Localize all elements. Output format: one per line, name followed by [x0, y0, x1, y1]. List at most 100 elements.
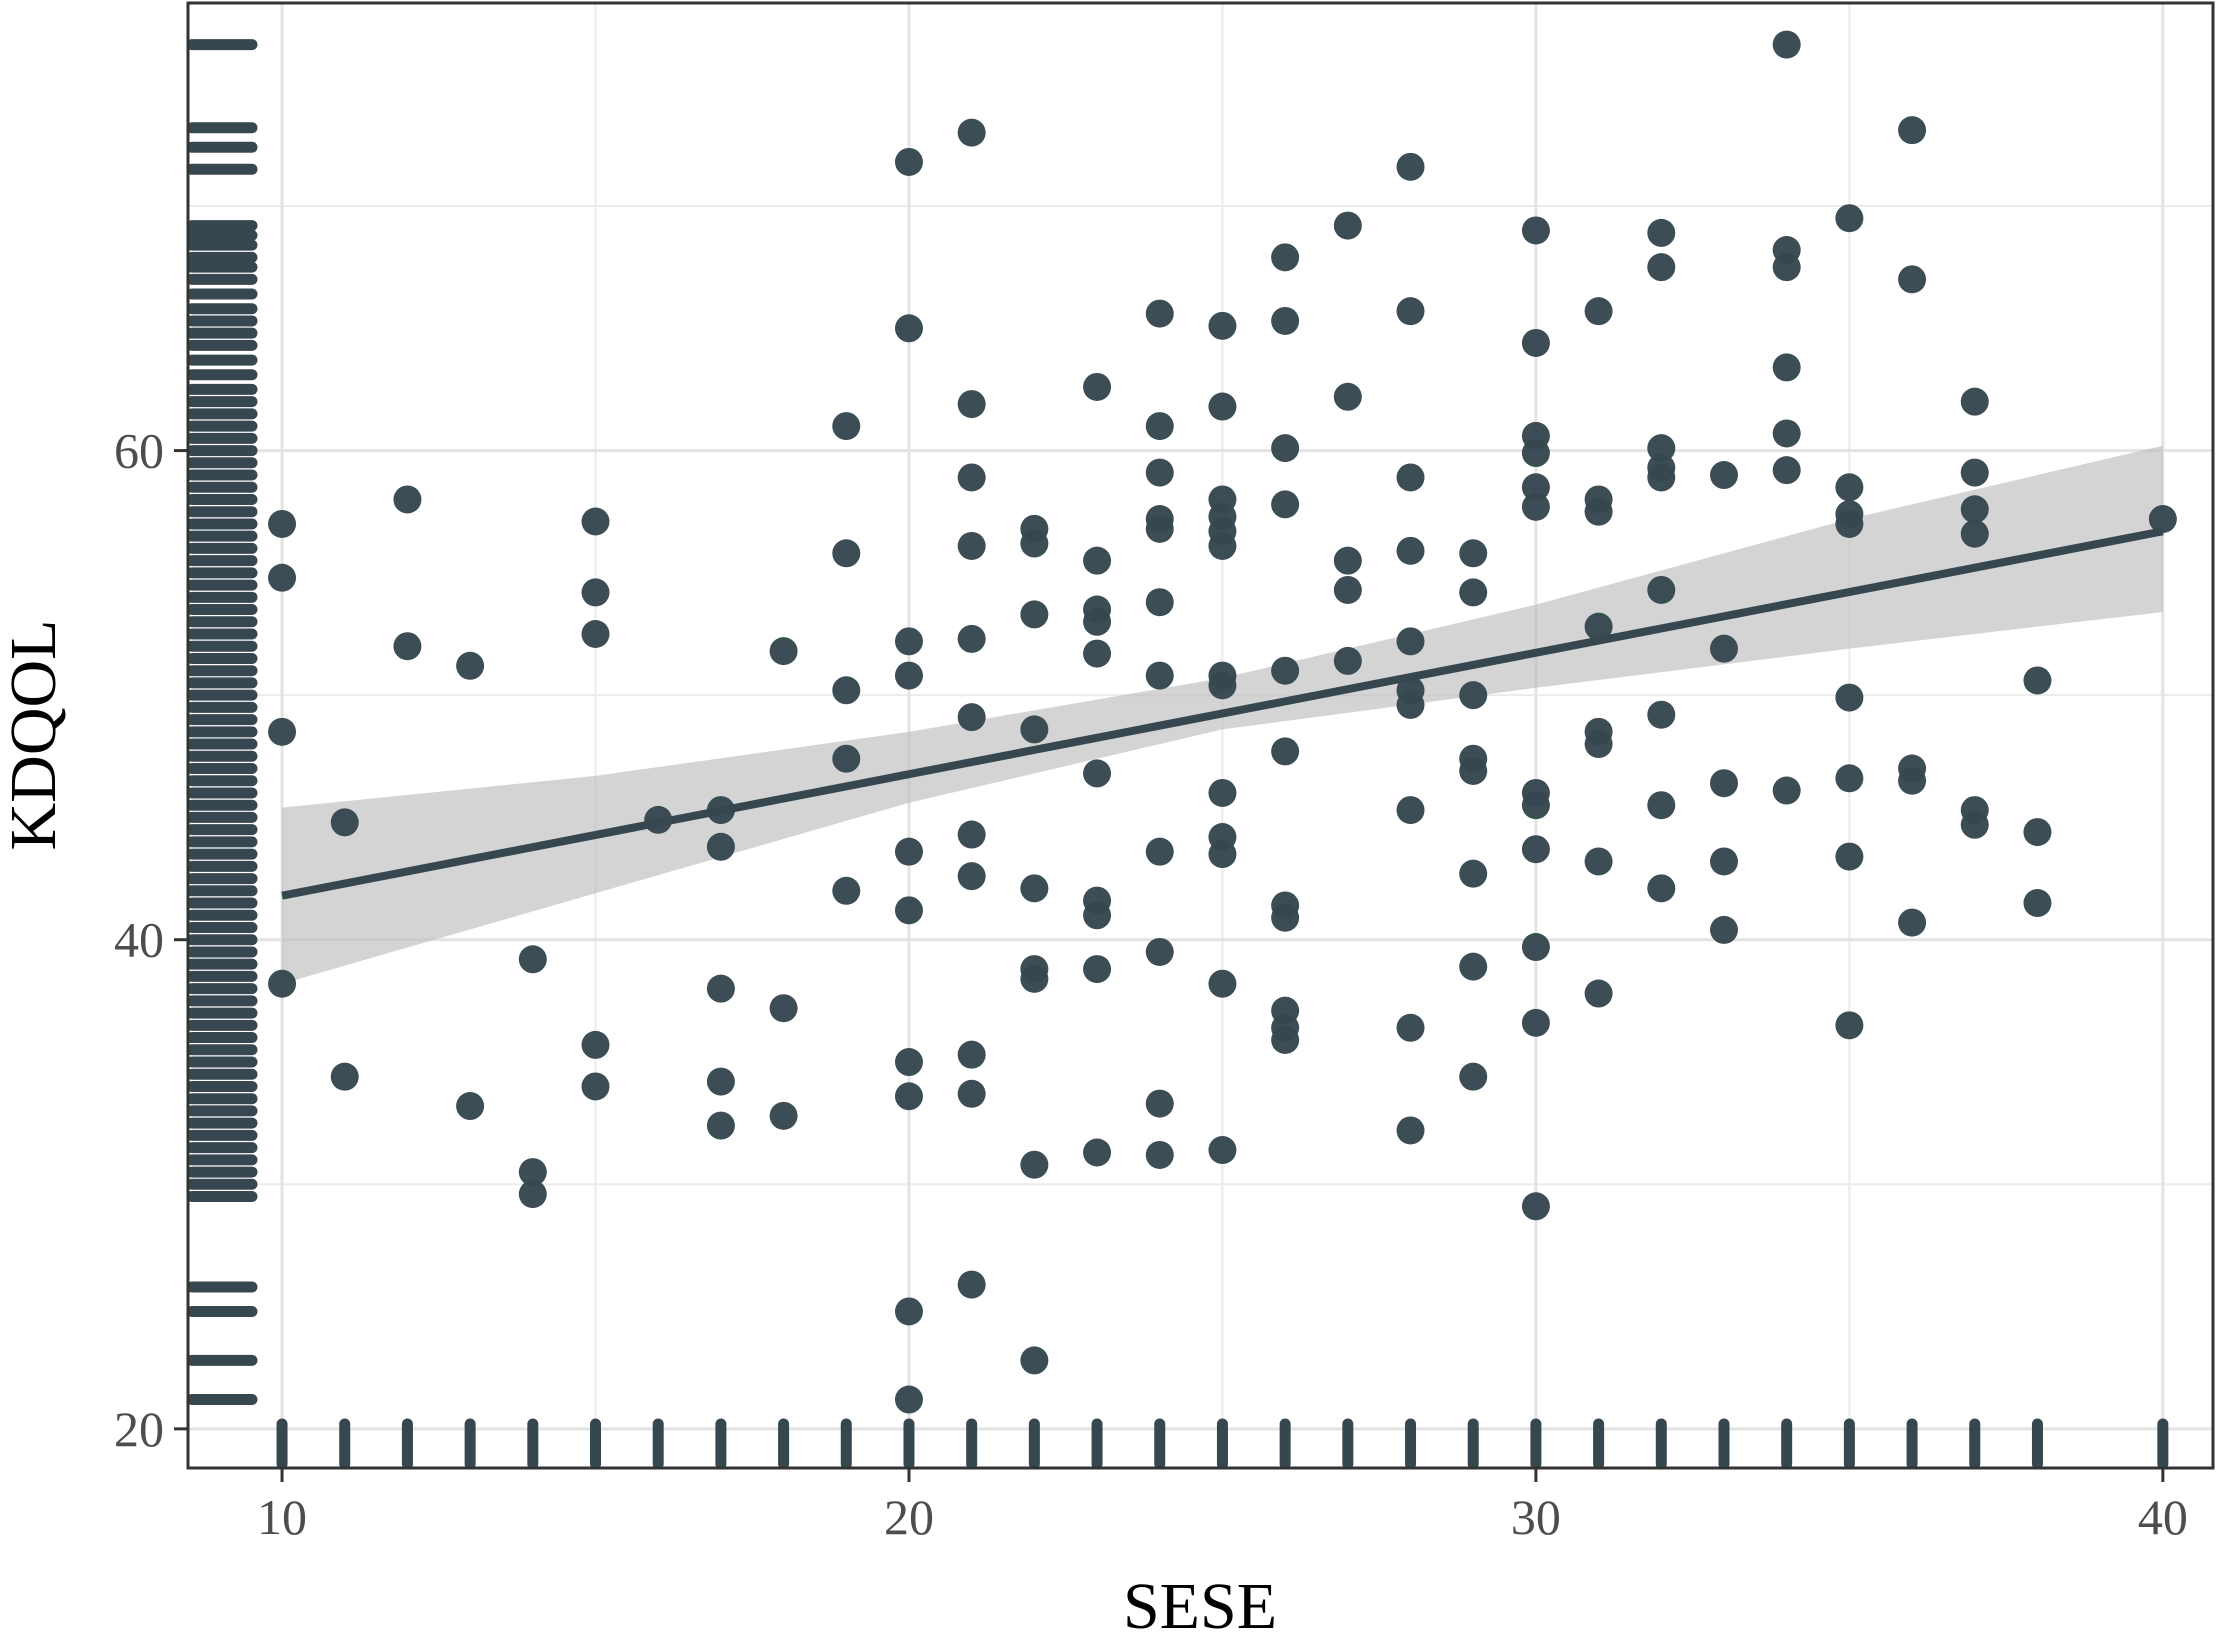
data-point	[1396, 297, 1425, 326]
data-point	[1271, 903, 1300, 932]
data-point	[957, 820, 986, 849]
data-point	[2023, 666, 2052, 695]
data-point	[1208, 1136, 1237, 1165]
data-point	[1083, 759, 1112, 788]
data-point	[1521, 791, 1550, 820]
data-point	[1083, 901, 1112, 930]
y-tick-label: 40	[114, 912, 164, 968]
data-point	[1898, 908, 1927, 937]
data-point	[1772, 456, 1801, 485]
data-point	[1459, 539, 1488, 568]
data-point	[1396, 152, 1425, 181]
fit-line	[281, 527, 2164, 900]
data-point	[1647, 700, 1676, 729]
data-point	[1772, 419, 1801, 448]
data-point	[1835, 1011, 1864, 1040]
data-point	[957, 118, 986, 147]
data-point	[1145, 1140, 1174, 1169]
data-point	[769, 994, 798, 1023]
data-point	[268, 717, 297, 746]
data-point	[1898, 766, 1927, 795]
data-point	[1333, 382, 1362, 411]
data-point	[1898, 265, 1927, 294]
data-point	[1020, 1346, 1049, 1375]
data-point	[1083, 607, 1112, 636]
data-point	[1271, 306, 1300, 335]
data-point	[1083, 372, 1112, 401]
data-point	[1521, 492, 1550, 521]
data-point	[1960, 495, 1989, 524]
data-point	[957, 1270, 986, 1299]
data-point	[1521, 216, 1550, 245]
y-tick-label: 20	[114, 1401, 164, 1457]
data-point	[1145, 514, 1174, 543]
data-point	[1584, 497, 1613, 526]
y-tick-label: 60	[114, 423, 164, 479]
data-point	[456, 1092, 485, 1121]
data-point	[1396, 796, 1425, 825]
data-point	[1020, 1150, 1049, 1179]
data-point	[1709, 461, 1738, 490]
data-point	[957, 862, 986, 891]
data-point	[769, 637, 798, 666]
data-point	[1208, 840, 1237, 869]
data-point	[1083, 1138, 1112, 1167]
data-point	[832, 539, 861, 568]
data-point	[1333, 646, 1362, 675]
data-point	[957, 1079, 986, 1108]
data-point	[330, 1062, 359, 1091]
data-point	[894, 627, 923, 656]
data-point	[1271, 490, 1300, 519]
data-point	[581, 620, 610, 649]
x-tick-label: 40	[2138, 1489, 2188, 1545]
data-point	[268, 563, 297, 592]
data-point	[1772, 353, 1801, 382]
data-point	[1145, 588, 1174, 617]
fit-line-group	[281, 527, 2164, 900]
data-point	[1709, 915, 1738, 944]
data-point	[1459, 952, 1488, 981]
data-point	[1647, 218, 1676, 247]
data-point	[1709, 634, 1738, 663]
data-point	[1459, 756, 1488, 785]
data-point	[1083, 955, 1112, 984]
data-point	[1584, 730, 1613, 759]
data-point	[1271, 737, 1300, 766]
data-point	[706, 974, 735, 1003]
data-point	[1208, 969, 1237, 998]
data-point	[1835, 509, 1864, 538]
data-point	[2023, 818, 2052, 847]
data-point	[2023, 889, 2052, 918]
data-point	[1709, 769, 1738, 798]
data-point	[1898, 116, 1927, 145]
data-point	[1584, 612, 1613, 641]
data-point	[1145, 661, 1174, 690]
data-point	[1459, 1062, 1488, 1091]
data-point	[1083, 546, 1112, 575]
data-point	[393, 632, 422, 661]
data-point	[894, 1385, 923, 1414]
data-point	[1396, 536, 1425, 565]
data-point	[957, 463, 986, 492]
data-point	[1459, 578, 1488, 607]
panel-background	[188, 3, 2213, 1468]
x-tick-label: 30	[1511, 1489, 1561, 1545]
data-point	[581, 1030, 610, 1059]
data-point	[1521, 473, 1550, 502]
data-point	[1208, 671, 1237, 700]
data-point	[518, 945, 547, 974]
data-point	[1020, 964, 1049, 993]
data-point	[1208, 778, 1237, 807]
data-point	[894, 1048, 923, 1077]
points-group	[268, 30, 2177, 1414]
data-point	[1459, 681, 1488, 710]
data-point	[1647, 575, 1676, 604]
y-axis-title: KDQOL	[0, 620, 70, 851]
data-point	[894, 1297, 923, 1326]
data-point	[1647, 791, 1676, 820]
axis-ticks-group: 10 20 30 40 20 40 60	[114, 423, 2188, 1545]
data-point	[1020, 600, 1049, 629]
data-point	[1459, 859, 1488, 888]
data-point	[1145, 412, 1174, 441]
